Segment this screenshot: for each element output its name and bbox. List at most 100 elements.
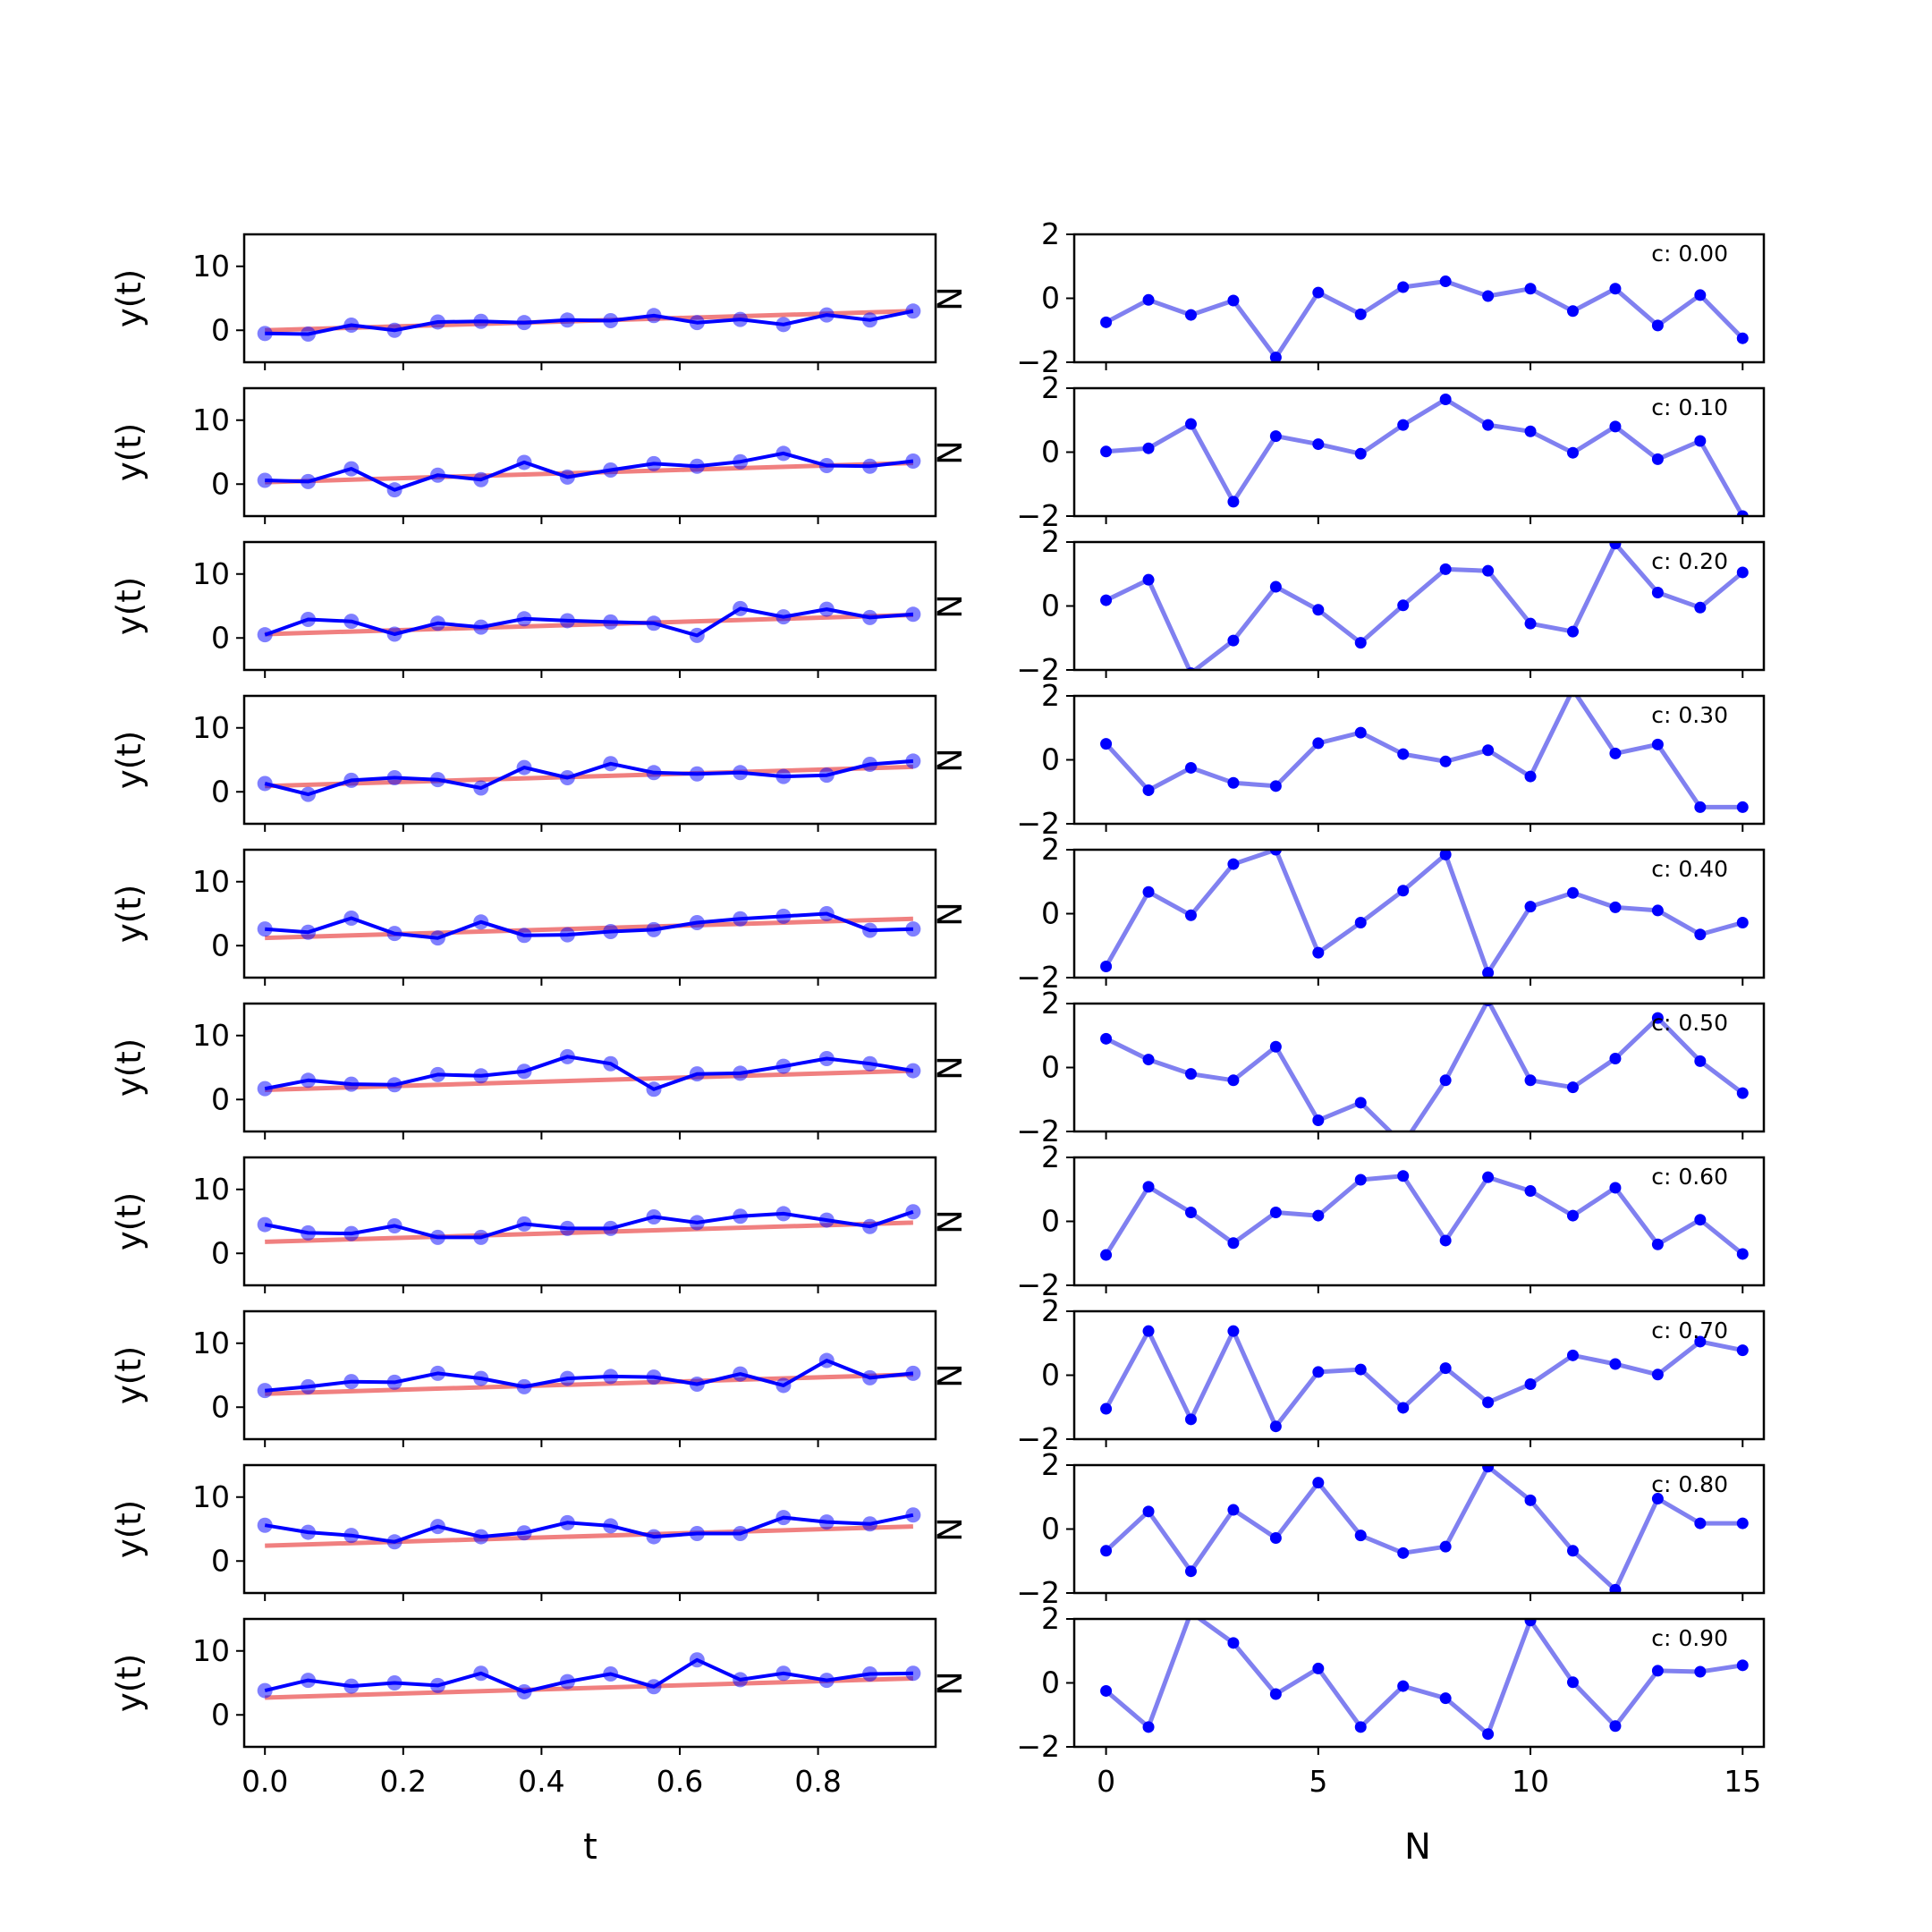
noise-point-5-1: [1142, 1054, 1155, 1066]
noise-point-2-4: [1269, 580, 1282, 593]
c-value-annotation: c: 0.50: [1651, 1010, 1728, 1036]
noise-point-3-1: [1142, 784, 1155, 796]
noise-point-8-4: [1269, 1532, 1282, 1545]
noise-point-5-12: [1609, 1052, 1622, 1064]
noise-point-6-9: [1482, 1171, 1495, 1183]
y-tick-label: 0: [211, 1235, 230, 1270]
y-tick-label: −2: [1016, 1267, 1060, 1302]
c-value-annotation: c: 0.60: [1651, 1164, 1728, 1190]
y-tick-label: 2: [1041, 832, 1060, 867]
y-tick-label: 10: [192, 710, 230, 745]
noise-point-4-7: [1397, 885, 1410, 897]
noise-point-0-12: [1609, 283, 1622, 295]
noise-point-9-1: [1142, 1721, 1155, 1733]
noise-point-4-14: [1694, 928, 1707, 941]
left-plot-area-5: [257, 1048, 921, 1097]
y-tick-label: −2: [1016, 344, 1060, 379]
noise-point-1-10: [1524, 425, 1537, 437]
trend-line-2: [265, 613, 913, 637]
noise-point-4-9: [1482, 967, 1495, 978]
y-axis-label-yt: y(t): [110, 885, 148, 943]
y-tick-label: 2: [1041, 370, 1060, 405]
noise-point-9-4: [1269, 1688, 1282, 1700]
right-plot-area-5: [1100, 1004, 1749, 1150]
left-axes-frame-0: [242, 233, 937, 364]
y-tick-label: −2: [1016, 1729, 1060, 1764]
y-tick-label: 2: [1041, 524, 1060, 559]
left-panel-5: 0 10 y(t): [110, 1002, 937, 1140]
noise-point-7-9: [1482, 1396, 1495, 1409]
noise-point-7-14: [1694, 1335, 1707, 1348]
noise-point-9-2: [1185, 1606, 1197, 1618]
noise-point-5-3: [1227, 1074, 1240, 1087]
noise-point-3-4: [1269, 780, 1282, 792]
noise-point-9-11: [1566, 1676, 1579, 1689]
noise-point-9-9: [1482, 1728, 1495, 1741]
y-tick-label: 0: [1041, 1512, 1060, 1546]
noise-point-6-13: [1651, 1238, 1664, 1250]
y-tick-label: −2: [1016, 1421, 1060, 1456]
noise-point-4-10: [1524, 901, 1537, 913]
y-axis-label-n: N: [931, 1363, 970, 1388]
noise-point-2-0: [1100, 594, 1113, 606]
signal-line-6: [264, 1209, 914, 1240]
y-tick-label: 0: [211, 774, 230, 809]
y-tick-label: 10: [192, 1018, 230, 1053]
noise-point-8-12: [1609, 1583, 1622, 1593]
noise-point-8-14: [1694, 1517, 1707, 1530]
trend-line-5: [265, 1068, 913, 1093]
sample-point-9-0: [257, 1682, 273, 1699]
y-tick-label: 0: [211, 1543, 230, 1578]
left-panel-1: 0 10 y(t): [110, 386, 937, 524]
noise-point-3-6: [1354, 726, 1367, 739]
y-axis-label-yt: y(t): [110, 577, 148, 635]
noise-point-6-5: [1312, 1209, 1325, 1222]
noise-point-7-4: [1269, 1420, 1282, 1433]
noise-line-7: [1104, 1328, 1743, 1429]
noise-point-5-10: [1524, 1074, 1537, 1087]
noise-point-7-11: [1566, 1349, 1579, 1361]
right-plot-area-2: [1100, 542, 1749, 670]
noise-point-0-4: [1269, 352, 1282, 362]
c-value-annotation: c: 0.70: [1651, 1318, 1728, 1343]
noise-point-0-6: [1354, 308, 1367, 320]
noise-point-2-3: [1227, 634, 1240, 647]
x-tick-label: 0: [1097, 1764, 1115, 1799]
trend-line-8: [265, 1524, 913, 1548]
noise-point-6-15: [1736, 1248, 1749, 1260]
left-axes-frame-5: [242, 1002, 937, 1133]
x-tick-label: 0.4: [518, 1764, 564, 1799]
noise-point-0-1: [1142, 293, 1155, 306]
noise-point-2-13: [1651, 586, 1664, 598]
y-tick-label: 10: [192, 864, 230, 899]
noise-point-8-8: [1439, 1540, 1452, 1553]
left-axes-frame-3: [242, 694, 937, 826]
noise-point-0-13: [1651, 319, 1664, 332]
y-tick-label: 10: [192, 556, 230, 591]
noise-point-5-7: [1397, 1139, 1409, 1150]
sample-point-3-0: [257, 775, 273, 792]
signal-line-0: [265, 309, 914, 336]
left-axes-frame-7: [242, 1309, 937, 1441]
noise-point-1-6: [1354, 447, 1367, 460]
noise-point-5-11: [1566, 1081, 1579, 1094]
noise-point-2-15: [1736, 566, 1749, 579]
right-plot-area-1: [1100, 394, 1749, 516]
y-axis-label-n: N: [931, 440, 970, 465]
noise-point-6-8: [1439, 1234, 1452, 1247]
y-axis-label-n: N: [931, 902, 970, 927]
left-plot-area-1: [257, 445, 921, 498]
noise-point-3-2: [1184, 761, 1197, 774]
y-tick-label: −2: [1016, 960, 1060, 995]
y-axis-label-n: N: [931, 748, 970, 773]
c-value-annotation: c: 0.00: [1651, 241, 1728, 267]
noise-point-6-4: [1269, 1206, 1282, 1218]
noise-line-5: [1105, 1004, 1744, 1131]
y-tick-label: 0: [1041, 1665, 1060, 1700]
noise-point-4-2: [1184, 909, 1197, 921]
noise-point-0-7: [1397, 281, 1410, 293]
noise-point-3-12: [1609, 747, 1622, 759]
left-panel-8: 0 10 y(t): [110, 1463, 937, 1601]
noise-point-1-3: [1227, 496, 1240, 508]
noise-point-4-6: [1354, 917, 1367, 929]
